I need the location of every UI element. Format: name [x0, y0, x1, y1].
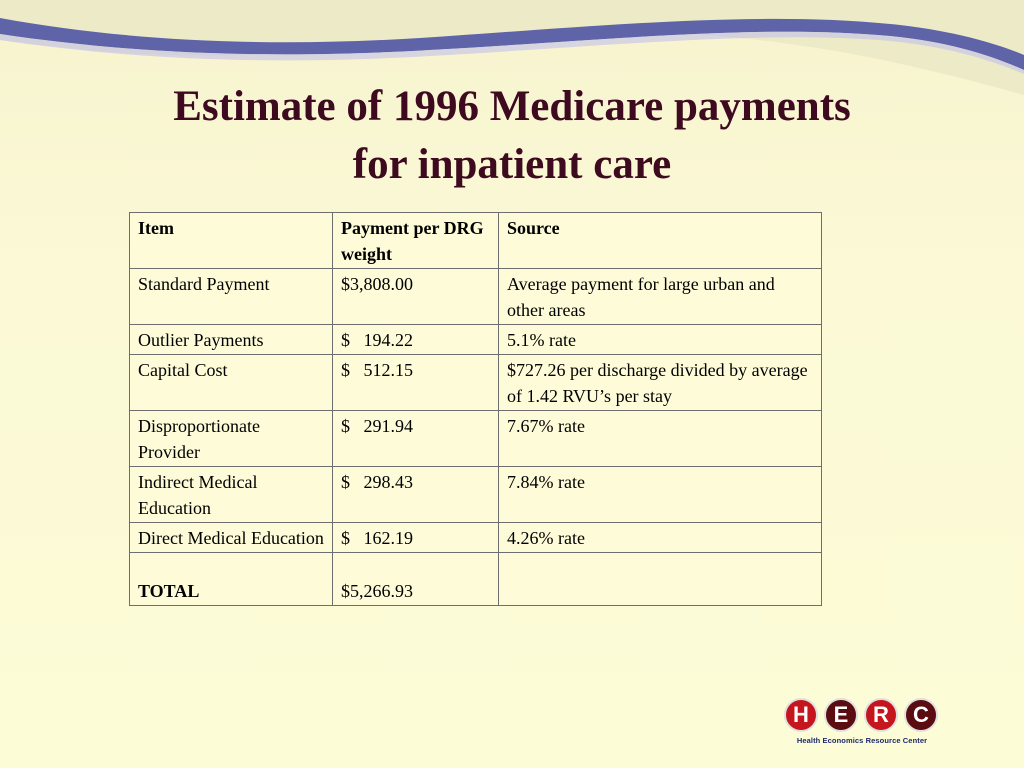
logo-letter-c: C: [904, 698, 938, 732]
cell-payment: $ 162.19: [332, 522, 499, 553]
table-row: Standard Payment $3,808.00 Average payme…: [129, 268, 822, 325]
slide-title-line-2: for inpatient care: [352, 141, 672, 188]
cell-payment: $ 298.43: [332, 466, 499, 523]
table-row: Disproportionate Provider $ 291.94 7.67%…: [129, 410, 822, 467]
table-header-row: Item Payment per DRG weight Source: [129, 212, 822, 269]
header-payment: Payment per DRG weight: [332, 212, 499, 269]
cell-item: Capital Cost: [129, 354, 333, 411]
slide-title: Estimate of 1996 Medicare payments for i…: [0, 78, 1024, 194]
logo-caption: Health Economics Resource Center: [796, 736, 928, 745]
header-source: Source: [498, 212, 822, 269]
cell-payment: $ 512.15: [332, 354, 499, 411]
cell-source: $727.26 per discharge divided by average…: [498, 354, 822, 411]
table-row: Direct Medical Education $ 162.19 4.26% …: [129, 522, 822, 553]
cell-source: 4.26% rate: [498, 522, 822, 553]
herc-logo: H E R C Health Economics Resource Center: [784, 697, 940, 747]
logo-letter-h: H: [784, 698, 818, 732]
table-total-row: TOTAL $5,266.93: [129, 552, 822, 606]
cell-item: Direct Medical Education: [129, 522, 333, 553]
table-row: Capital Cost $ 512.15 $727.26 per discha…: [129, 354, 822, 411]
header-item: Item: [129, 212, 333, 269]
cell-payment: $ 291.94: [332, 410, 499, 467]
cell-payment: $3,808.00: [332, 268, 499, 325]
herc-logo-mark: H E R C: [784, 697, 940, 735]
cell-item: Outlier Payments: [129, 324, 333, 355]
cell-source: 7.84% rate: [498, 466, 822, 523]
table-row: Outlier Payments $ 194.22 5.1% rate: [129, 324, 822, 355]
slide-title-line-1: Estimate of 1996 Medicare payments: [173, 83, 851, 130]
table-row: Indirect Medical Education $ 298.43 7.84…: [129, 466, 822, 523]
cell-item: Disproportionate Provider: [129, 410, 333, 467]
total-label: TOTAL: [129, 552, 333, 606]
logo-letter-r: R: [864, 698, 898, 732]
cell-item: Standard Payment: [129, 268, 333, 325]
total-payment: $5,266.93: [332, 552, 499, 606]
decorative-banner: [0, 0, 1024, 95]
logo-letter-e: E: [824, 698, 858, 732]
cell-source: Average payment for large urban and othe…: [498, 268, 822, 325]
cell-source: 5.1% rate: [498, 324, 822, 355]
payments-table: Item Payment per DRG weight Source Stand…: [129, 212, 822, 606]
cell-payment: $ 194.22: [332, 324, 499, 355]
total-source: [498, 552, 822, 606]
cell-source: 7.67% rate: [498, 410, 822, 467]
cell-item: Indirect Medical Education: [129, 466, 333, 523]
